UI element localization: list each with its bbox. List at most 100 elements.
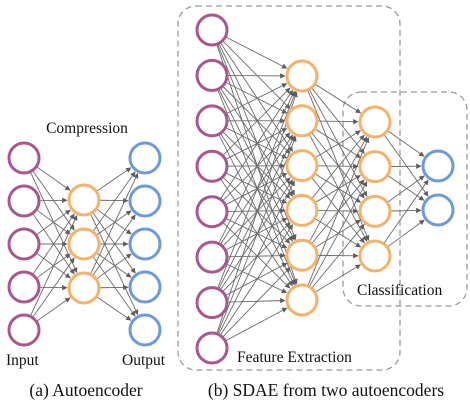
b-input-hidden1-edge	[227, 252, 286, 259]
b-input-node-2	[195, 58, 229, 92]
a-input-hidden-edge	[36, 166, 71, 191]
a-hidden-output-edge	[92, 256, 136, 317]
a-input-hidden-edge	[30, 214, 78, 316]
b-input-hidden1-edge	[220, 179, 293, 287]
b-input-node-3	[195, 104, 229, 138]
input-label: Input	[6, 352, 39, 369]
a-hidden-node-3	[67, 271, 101, 305]
a-hidden-output-edge	[96, 296, 132, 321]
b-hidden2-node-4	[358, 239, 392, 273]
b-input-hidden1-edge	[226, 172, 288, 204]
b-hidden1-node-3	[285, 149, 319, 183]
b-hidden1-hidden2-edge	[309, 181, 368, 287]
a-hidden-output-edge	[96, 252, 132, 278]
b-input-hidden1-edge	[220, 133, 293, 242]
b-input-node-4	[195, 149, 229, 183]
a-input-node-4	[7, 270, 41, 304]
b-hidden1-node-4	[285, 193, 319, 227]
a-input-node-5	[7, 313, 41, 347]
b-hidden2-output-edge	[383, 134, 429, 197]
a-hidden-output-edge	[96, 167, 132, 192]
a-hidden-output-edge	[90, 172, 139, 274]
a-output-node-4	[128, 270, 162, 304]
b-hidden1-hidden2-edge	[315, 173, 362, 203]
b-input-hidden1-edge	[226, 36, 288, 69]
b-hidden1-hidden2-edge	[307, 137, 370, 286]
b-hidden1-node-1	[285, 59, 319, 93]
b-input-hidden1-edge	[225, 307, 288, 341]
a-input-node-2	[7, 184, 41, 218]
b-hidden1-hidden2-edge	[311, 177, 365, 244]
a-output-node-1	[128, 141, 162, 175]
a-input-hidden-edge	[36, 209, 71, 235]
a-hidden-output-edge	[92, 214, 136, 276]
b-input-hidden1-edge	[217, 136, 297, 334]
caption-b: (b) SDAE from two autoencoders	[208, 380, 444, 400]
a-input-node-1	[7, 141, 41, 175]
b-hidden2-node-1	[358, 105, 392, 139]
feature-extraction-box	[177, 5, 401, 371]
a-hidden-output-edge	[92, 171, 136, 232]
b-hidden2-output-edge	[387, 219, 425, 247]
b-input-hidden1-edge	[222, 87, 291, 156]
b-output-node-2	[421, 193, 455, 227]
a-output-node-3	[128, 227, 162, 261]
b-input-node-8	[195, 331, 229, 365]
b-input-hidden1-edge	[222, 267, 291, 337]
a-output-node-5	[128, 313, 162, 347]
b-input-hidden1-edge	[216, 91, 298, 333]
a-hidden-node-2	[67, 227, 101, 261]
connection-edges	[30, 36, 429, 341]
b-hidden1-node-2	[285, 104, 319, 138]
compression-label: Compression	[46, 120, 128, 137]
b-hidden2-node-2	[358, 150, 392, 184]
a-input-hidden-edge	[36, 297, 71, 322]
b-input-node-5	[195, 195, 229, 229]
b-input-node-7	[195, 286, 229, 320]
b-hidden1-hidden2-edge	[311, 224, 365, 288]
b-input-node-1	[195, 13, 229, 47]
a-hidden-output-edge	[92, 212, 136, 274]
b-hidden2-output-edge	[383, 179, 429, 244]
b-hidden2-output-edge	[387, 175, 425, 201]
b-output-node-1	[421, 149, 455, 183]
a-input-hidden-edge	[32, 257, 75, 318]
classification-label: Classification	[357, 282, 442, 299]
b-input-hidden1-edge	[218, 180, 295, 334]
a-hidden-node-1	[67, 183, 101, 217]
b-input-hidden1-edge	[220, 89, 293, 199]
classification-box	[342, 91, 468, 307]
b-hidden1-hidden2-edge	[311, 134, 365, 199]
b-hidden1-hidden2-edge	[315, 218, 362, 248]
b-hidden2-output-edge	[387, 130, 425, 157]
a-output-node-2	[128, 184, 162, 218]
a-hidden-output-edge	[96, 210, 132, 236]
b-input-hidden1-edge	[217, 91, 297, 288]
b-hidden1-hidden2-edge	[309, 136, 368, 242]
b-hidden1-node-6	[285, 283, 319, 317]
neuron-nodes	[7, 13, 455, 365]
b-hidden1-node-5	[285, 238, 319, 272]
b-input-hidden1-edge	[226, 82, 288, 114]
output-label: Output	[122, 352, 166, 369]
caption-a: (a) Autoencoder	[29, 380, 142, 400]
b-input-hidden1-edge	[222, 86, 291, 154]
a-hidden-output-edge	[90, 214, 139, 316]
a-hidden-output-edge	[96, 208, 132, 235]
b-input-hidden1-edge	[227, 208, 286, 214]
b-hidden1-hidden2-edge	[315, 264, 361, 293]
b-input-hidden1-edge	[218, 90, 295, 244]
b-hidden2-output-edge	[387, 175, 425, 203]
b-input-hidden1-edge	[226, 218, 288, 249]
a-input-hidden-edge	[32, 213, 75, 275]
a-hidden-output-edge	[96, 253, 132, 280]
b-input-hidden1-edge	[220, 43, 293, 152]
b-input-hidden1-edge	[227, 297, 286, 304]
b-input-hidden1-edge	[226, 83, 288, 115]
b-hidden1-hidden2-edge	[317, 118, 359, 125]
b-input-hidden1-edge	[220, 88, 293, 197]
b-hidden2-output-edge	[390, 207, 422, 214]
b-input-node-6	[195, 240, 229, 274]
a-input-node-3	[7, 227, 41, 261]
b-input-hidden1-edge	[226, 263, 288, 294]
